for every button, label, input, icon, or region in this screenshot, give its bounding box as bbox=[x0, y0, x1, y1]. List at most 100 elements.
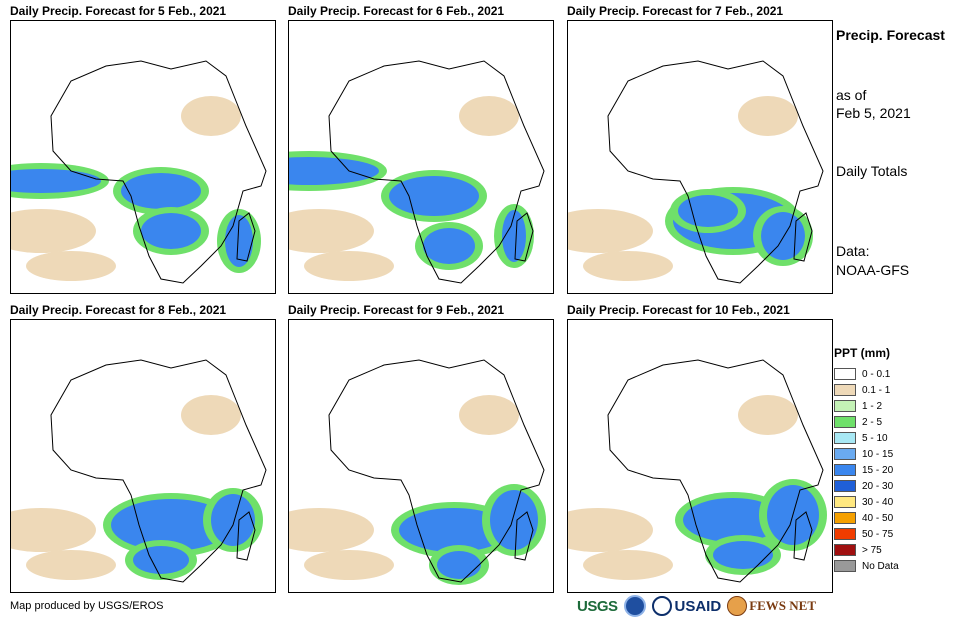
forecast-map bbox=[567, 20, 833, 294]
rain-area-heavy bbox=[490, 490, 538, 550]
dry-area bbox=[568, 508, 653, 552]
dry-area bbox=[568, 209, 653, 253]
legend-label: 10 - 15 bbox=[862, 448, 894, 460]
legend-item: 0.1 - 1 bbox=[834, 382, 964, 398]
legend-label: 2 - 5 bbox=[862, 416, 883, 428]
legend-label: No Data bbox=[862, 560, 899, 572]
continent-outline bbox=[50, 60, 267, 284]
rain-area-heavy bbox=[683, 498, 783, 542]
legend-item: 15 - 20 bbox=[834, 462, 964, 478]
dry-area bbox=[26, 251, 116, 281]
rain-area-heavy bbox=[423, 228, 475, 264]
dry-area bbox=[289, 209, 374, 253]
precip-legend: PPT (mm) 0 - 0.1 0.1 - 1 1 - 2 2 - 5 5 - 10 1… bbox=[834, 346, 964, 574]
legend-swatch bbox=[834, 384, 856, 396]
credit-text: Map produced by USGS/EROS bbox=[10, 600, 164, 612]
fews-label: FEWS NET bbox=[749, 598, 817, 613]
fews-seal-icon bbox=[727, 596, 748, 616]
panel-title: Daily Precip. Forecast for 7 Feb., 2021 bbox=[567, 4, 784, 18]
rain-area-heavy bbox=[11, 169, 101, 193]
legend-swatch bbox=[834, 400, 856, 412]
dry-area bbox=[459, 96, 519, 136]
dry-area bbox=[583, 251, 673, 281]
rain-area-heavy bbox=[111, 499, 231, 551]
dry-area bbox=[26, 550, 116, 580]
legend-label: 0.1 - 1 bbox=[862, 384, 891, 396]
panel-title: Daily Precip. Forecast for 10 Feb., 2021 bbox=[567, 303, 790, 317]
rain-area-heavy bbox=[713, 541, 773, 569]
forecast-map bbox=[288, 20, 554, 294]
legend-item: 40 - 50 bbox=[834, 510, 964, 526]
dry-area bbox=[181, 395, 241, 435]
rain-area-heavy bbox=[289, 157, 379, 185]
usaid-label: USAID bbox=[674, 597, 722, 615]
africa-map bbox=[289, 359, 546, 585]
legend-label: 1 - 2 bbox=[862, 400, 883, 412]
dry-area bbox=[738, 395, 798, 435]
usaid-seal-icon bbox=[651, 596, 672, 616]
usgs-logo: USGS bbox=[577, 597, 618, 615]
continent-outline bbox=[50, 359, 267, 583]
rain-area-heavy bbox=[141, 213, 201, 249]
continent-outline bbox=[328, 60, 545, 284]
fews-net-logo: FEWS NET bbox=[727, 596, 816, 616]
dry-area bbox=[289, 508, 374, 552]
legend-swatch bbox=[834, 560, 856, 572]
forecast-map bbox=[10, 319, 276, 593]
madagascar-outline bbox=[793, 511, 813, 561]
rain-area-heavy bbox=[211, 494, 255, 546]
legend-item: 0 - 0.1 bbox=[834, 366, 964, 382]
legend-swatch bbox=[834, 432, 856, 444]
info-title: Precip. Forecast bbox=[836, 27, 945, 43]
rain-area-heavy bbox=[389, 176, 479, 216]
forecast-map bbox=[567, 319, 833, 593]
madagascar-outline bbox=[514, 212, 534, 262]
africa-map bbox=[289, 60, 545, 284]
panel-title: Daily Precip. Forecast for 8 Feb., 2021 bbox=[10, 303, 227, 317]
legend-label: 15 - 20 bbox=[862, 464, 894, 476]
legend-item: 5 - 10 bbox=[834, 430, 964, 446]
dry-area bbox=[304, 550, 394, 580]
daily-totals-label: Daily Totals bbox=[836, 163, 908, 179]
legend-items: 0 - 0.1 0.1 - 1 1 - 2 2 - 5 5 - 10 10 - 15 15 … bbox=[834, 366, 964, 574]
africa-map bbox=[11, 60, 267, 284]
agency-logos: USGS USAID FEWS NET bbox=[577, 593, 816, 619]
dry-area bbox=[181, 96, 241, 136]
legend-swatch bbox=[834, 448, 856, 460]
legend-swatch bbox=[834, 464, 856, 476]
rain-area-heavy bbox=[678, 195, 738, 227]
legend-item: 2 - 5 bbox=[834, 414, 964, 430]
legend-swatch bbox=[834, 368, 856, 380]
legend-item: 20 - 30 bbox=[834, 478, 964, 494]
noaa-logo-icon bbox=[623, 595, 646, 617]
legend-label: 50 - 75 bbox=[862, 528, 894, 540]
madagascar-outline bbox=[514, 511, 534, 561]
legend-swatch bbox=[834, 528, 856, 540]
legend-label: 0 - 0.1 bbox=[862, 368, 891, 380]
dry-area bbox=[583, 550, 673, 580]
legend-item: 30 - 40 bbox=[834, 494, 964, 510]
panel-title: Daily Precip. Forecast for 9 Feb., 2021 bbox=[288, 303, 505, 317]
africa-map bbox=[568, 60, 824, 284]
legend-swatch bbox=[834, 480, 856, 492]
legend-item: > 75 bbox=[834, 542, 964, 558]
rain-area-heavy bbox=[121, 173, 201, 209]
data-source: NOAA-GFS bbox=[836, 262, 910, 278]
legend-label: 40 - 50 bbox=[862, 512, 894, 524]
rain-area-heavy bbox=[399, 508, 509, 552]
legend-swatch bbox=[834, 496, 856, 508]
madagascar-outline bbox=[236, 511, 256, 561]
rain-area-heavy bbox=[437, 551, 481, 579]
africa-map bbox=[568, 359, 827, 583]
legend-label: 20 - 30 bbox=[862, 480, 894, 492]
panel-title: Daily Precip. Forecast for 5 Feb., 2021 bbox=[10, 4, 227, 18]
legend-item: 1 - 2 bbox=[834, 398, 964, 414]
legend-swatch bbox=[834, 512, 856, 524]
madagascar-outline bbox=[793, 212, 813, 262]
africa-map bbox=[11, 359, 267, 583]
as-of-date: Feb 5, 2021 bbox=[836, 105, 911, 121]
forecast-map bbox=[288, 319, 554, 593]
legend-label: 30 - 40 bbox=[862, 496, 894, 508]
legend-item: 50 - 75 bbox=[834, 526, 964, 542]
madagascar-outline bbox=[236, 212, 256, 262]
